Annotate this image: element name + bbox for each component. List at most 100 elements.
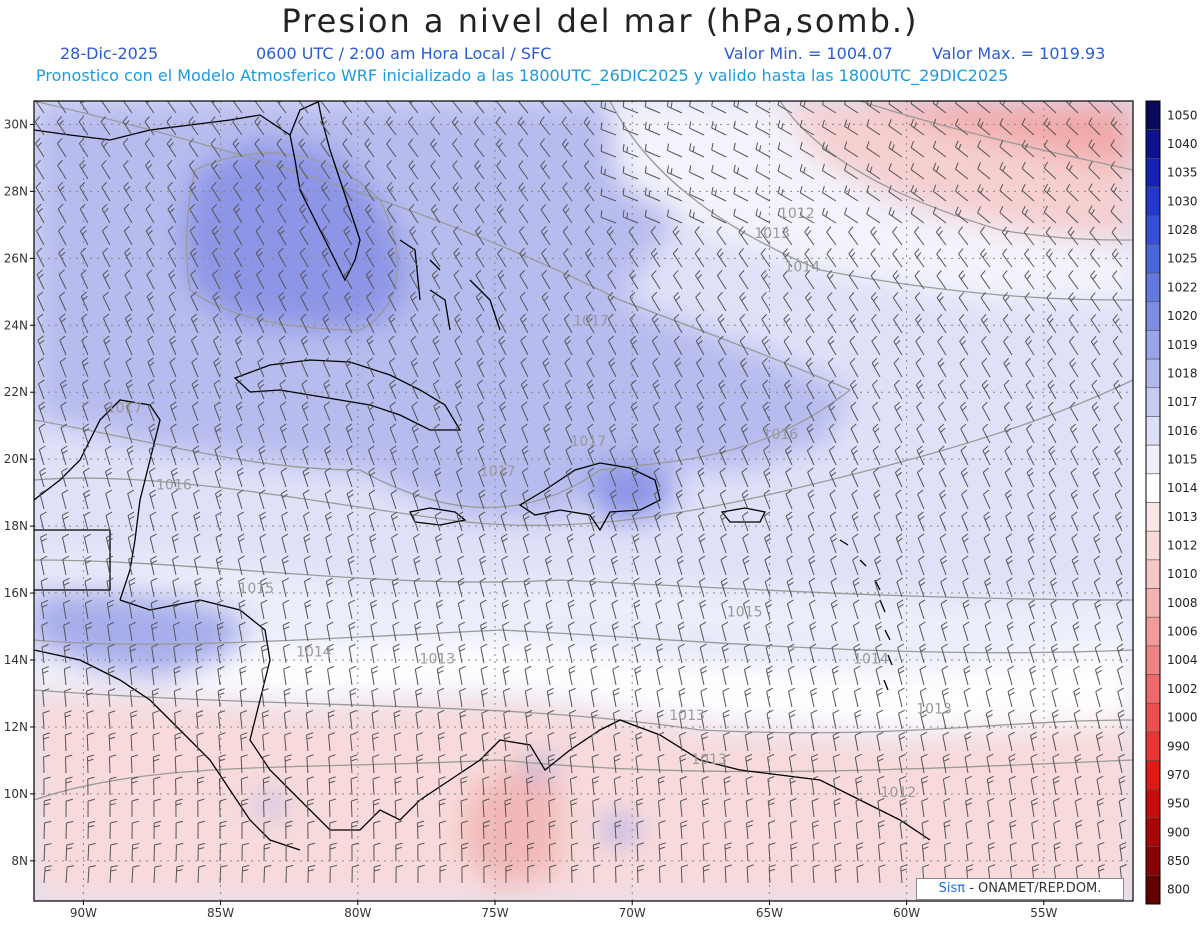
wind-barb xyxy=(79,101,89,114)
wind-barb xyxy=(389,445,397,466)
wind-barb xyxy=(254,138,265,158)
wind-barb xyxy=(436,621,444,642)
wind-barb xyxy=(232,160,243,180)
colorbar-label: 1030 xyxy=(1167,194,1198,208)
colorbar-label: 1002 xyxy=(1167,682,1198,696)
wind-barb xyxy=(152,732,160,752)
wind-barb xyxy=(833,775,841,796)
credit-text: - ONAMET/REP.DOM. xyxy=(969,881,1102,896)
wind-barb xyxy=(545,621,553,642)
wind-barb xyxy=(364,101,375,114)
wind-barb xyxy=(544,533,552,554)
wind-barb xyxy=(849,335,859,356)
wind-barb xyxy=(738,226,749,246)
isobars xyxy=(34,101,1133,801)
wind-barb xyxy=(1110,101,1123,114)
wind-barb xyxy=(241,798,249,818)
wind-barb xyxy=(43,843,52,862)
colorbar-label: 1017 xyxy=(1167,395,1198,409)
wind-barb xyxy=(652,379,661,400)
wind-barb xyxy=(1091,401,1101,422)
wind-barb xyxy=(821,119,837,136)
wind-barb xyxy=(701,753,709,774)
wind-barb xyxy=(233,203,243,224)
wind-barb xyxy=(348,599,356,620)
wind-barb xyxy=(520,335,529,356)
wind-barb xyxy=(980,292,991,312)
wind-barb xyxy=(1110,117,1123,136)
wind-barb xyxy=(763,489,771,510)
wind-barb xyxy=(892,270,903,290)
wind-barb xyxy=(1046,314,1057,334)
colorbar-label: 1015 xyxy=(1167,452,1198,466)
wind-barb xyxy=(699,621,707,642)
wind-barb xyxy=(254,160,265,180)
wind-barb xyxy=(585,313,595,334)
wind-barb xyxy=(37,357,45,378)
wind-barb xyxy=(589,577,597,598)
colorbar: 1050104010351030102810251022102010191018… xyxy=(1145,100,1198,905)
wind-barb xyxy=(700,665,707,686)
wind-barb xyxy=(126,445,134,466)
wind-barb xyxy=(807,467,815,488)
wind-barb xyxy=(854,753,862,774)
wind-barb xyxy=(932,118,947,136)
wind-barb xyxy=(762,445,771,466)
wind-barb xyxy=(124,291,133,312)
wind-barb xyxy=(62,555,70,576)
wind-barb xyxy=(539,138,551,158)
wind-barb xyxy=(235,357,243,378)
wind-barb xyxy=(980,314,991,334)
wind-barb xyxy=(1006,621,1014,642)
wind-barb xyxy=(411,423,419,444)
wind-barb xyxy=(502,643,510,664)
wind-barb xyxy=(278,291,287,312)
wind-barb xyxy=(523,599,531,620)
contour-label: 1017 xyxy=(480,464,516,480)
wind-barb xyxy=(711,101,727,114)
wind-barb xyxy=(282,621,290,642)
wind-barb xyxy=(477,423,485,444)
wind-barb xyxy=(1029,709,1037,730)
wind-barb xyxy=(58,247,67,268)
wind-barb xyxy=(525,754,533,774)
wind-barb xyxy=(695,291,705,312)
wind-barb xyxy=(548,798,556,818)
wind-barb xyxy=(657,753,665,774)
wind-barb xyxy=(344,313,353,334)
wind-barb xyxy=(981,357,991,378)
wind-barb xyxy=(695,313,705,334)
wind-barb xyxy=(478,467,485,488)
wind-barb xyxy=(409,247,419,268)
wind-barb xyxy=(285,820,293,840)
wind-barb xyxy=(282,643,290,664)
colorbar-label: 1019 xyxy=(1167,338,1198,352)
wind-barb xyxy=(986,731,994,752)
wind-barb xyxy=(473,116,485,136)
wind-barb xyxy=(122,138,133,158)
wind-barb xyxy=(784,445,793,466)
wind-barb xyxy=(673,291,683,312)
wind-barb xyxy=(783,335,793,356)
wind-barb xyxy=(501,621,509,642)
wind-barb xyxy=(63,644,71,664)
wind-barb xyxy=(458,665,466,686)
wind-barb xyxy=(518,204,529,224)
wind-barb xyxy=(236,467,244,488)
wind-barb xyxy=(676,533,683,554)
wind-barb xyxy=(628,248,639,268)
wind-barb xyxy=(350,776,358,796)
wind-barb xyxy=(938,423,947,444)
wind-barb xyxy=(584,182,595,202)
wind-barb xyxy=(520,379,529,400)
wind-barb xyxy=(61,533,69,554)
wind-barb xyxy=(323,379,331,400)
wind-barb xyxy=(237,511,244,532)
wind-barb xyxy=(391,555,399,576)
wind-barb xyxy=(1113,423,1123,444)
wind-barb xyxy=(697,489,705,510)
wind-barb xyxy=(320,160,331,180)
wind-barb xyxy=(435,599,443,620)
wind-barb xyxy=(147,379,155,400)
wind-barb xyxy=(149,511,157,532)
